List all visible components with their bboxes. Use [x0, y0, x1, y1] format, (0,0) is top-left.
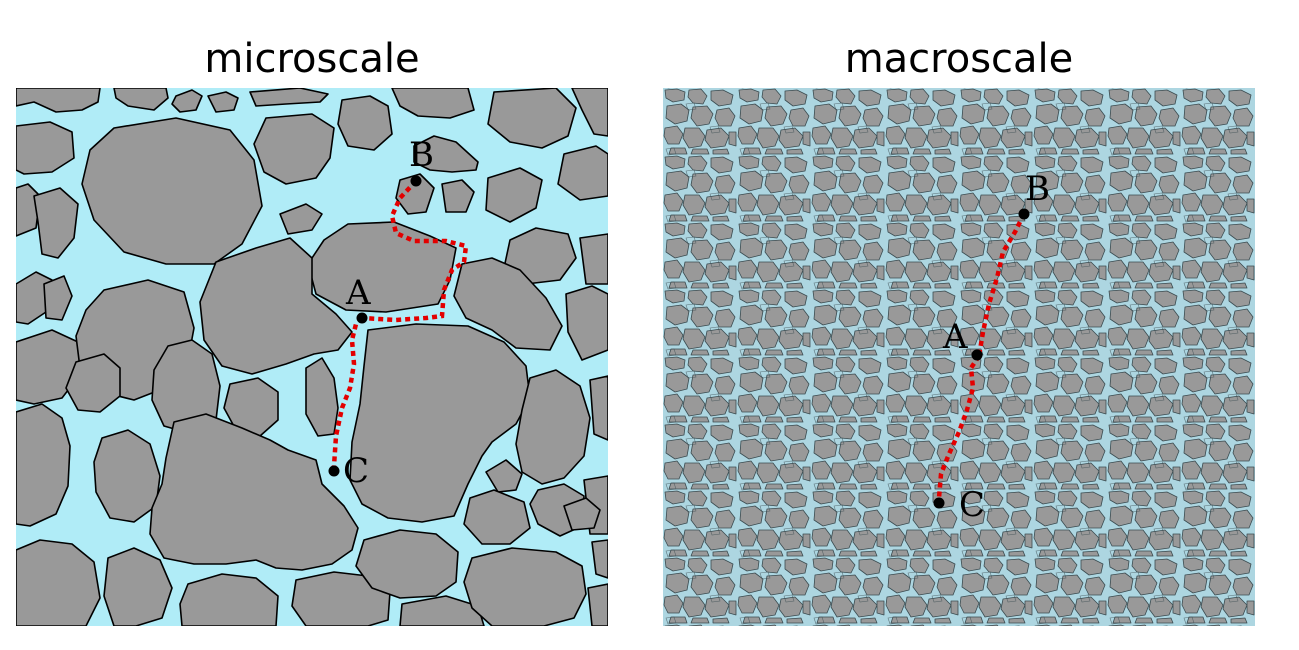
grain [579, 233, 608, 285]
grain [33, 187, 79, 259]
grain [563, 497, 601, 531]
grain [337, 95, 393, 151]
micro-label-c: C [343, 451, 369, 491]
grain [395, 173, 435, 215]
grains-micro [16, 88, 608, 626]
grain [587, 583, 608, 626]
grain [557, 145, 608, 201]
grain [249, 88, 329, 107]
grain [565, 285, 608, 361]
microscale-diagram: B A C [16, 88, 608, 626]
grain [93, 429, 161, 523]
grains-macro-detail [663, 88, 1255, 626]
grain [441, 179, 475, 213]
grain [223, 377, 279, 437]
micro-point-c [328, 465, 340, 477]
micro-label-b: B [409, 135, 434, 175]
grain [413, 135, 479, 173]
microscale-title: microscale [204, 36, 420, 82]
macro-point-b [1018, 208, 1030, 220]
grain [253, 113, 335, 185]
macro-point-a [971, 349, 983, 361]
grain [16, 88, 101, 113]
micro-label-a: A [345, 273, 371, 313]
grain [355, 529, 459, 599]
grain [453, 257, 563, 351]
grain [171, 89, 203, 113]
micro-point-a [356, 312, 368, 324]
grain [199, 237, 353, 375]
grain [589, 375, 608, 441]
grain [485, 459, 523, 493]
micro-path-a-c [331, 316, 364, 467]
grain [487, 88, 577, 149]
grain [485, 167, 543, 223]
microscale-panel: B A C [16, 88, 608, 626]
macro-path-b-a [976, 212, 1027, 357]
grain [179, 573, 279, 626]
grain [515, 369, 591, 485]
macroscale-panel: B A C [663, 88, 1255, 626]
grain [43, 275, 73, 321]
grain [103, 547, 173, 626]
macro-label-c: C [959, 485, 985, 525]
micro-point-b [410, 175, 422, 187]
grain [65, 353, 121, 413]
grain [16, 121, 75, 175]
grain [207, 91, 239, 113]
grain [291, 571, 391, 626]
grain [81, 117, 263, 265]
macroscale-diagram: B A C [663, 88, 1255, 626]
grain [463, 547, 587, 626]
macroscale-title: macroscale [844, 36, 1074, 82]
grain [16, 403, 71, 527]
micro-path-b-a [361, 179, 469, 323]
grain [391, 88, 475, 119]
macro-point-c [933, 497, 945, 509]
grain [305, 357, 339, 437]
grain [113, 88, 169, 111]
macro-label-a: A [942, 317, 968, 357]
grain [571, 88, 608, 137]
grain [149, 413, 359, 571]
grain [463, 489, 531, 545]
grain [591, 539, 608, 579]
grain [16, 539, 101, 626]
grain [279, 203, 323, 235]
grain [349, 323, 531, 523]
macro-label-b: B [1025, 169, 1050, 209]
grain [307, 221, 457, 313]
